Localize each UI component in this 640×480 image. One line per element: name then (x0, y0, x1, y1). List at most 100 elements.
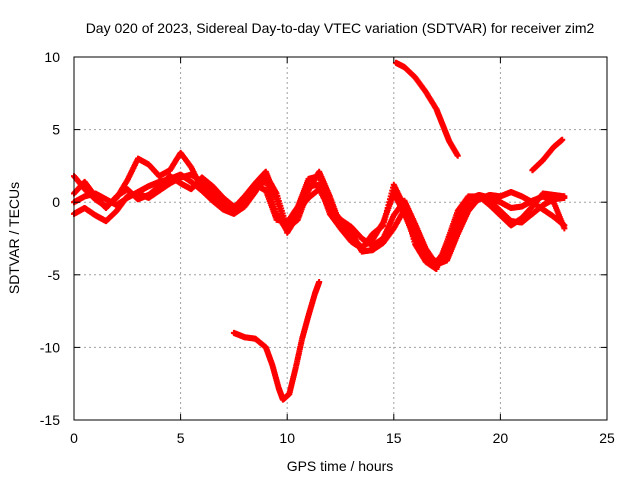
data-point (561, 193, 568, 200)
data-point-run (327, 211, 343, 231)
data-point-run (82, 179, 98, 199)
data-point-run (434, 246, 450, 264)
data-point-run (157, 180, 173, 194)
data-point-run (146, 183, 162, 198)
data-point-run (466, 196, 482, 210)
data-point-run (540, 144, 556, 163)
data-point-run (82, 205, 98, 218)
data-point-run (231, 204, 247, 217)
data-point-run (380, 213, 397, 240)
chart-title: Day 020 of 2023, Sidereal Day-to-day VTE… (86, 20, 595, 36)
data-point-run (252, 336, 269, 350)
data-point-run (293, 337, 305, 369)
data-point-run (519, 211, 535, 225)
data-point-run (455, 194, 471, 213)
x-tick-label: 0 (70, 430, 78, 446)
x-tick-label: 25 (599, 430, 615, 446)
data-point-run (551, 214, 567, 228)
data-point-run (284, 209, 301, 233)
data-point-run (242, 187, 258, 205)
data-point-run (167, 173, 183, 186)
data-point-run (380, 184, 397, 226)
data-point-run (210, 191, 226, 206)
data-point-run (178, 150, 194, 170)
data-point-run (412, 75, 429, 94)
data-point-run (263, 170, 279, 201)
data-point-run (455, 204, 471, 226)
data-point-run (210, 184, 226, 201)
axis-ticks: 0 5 10 15 20 25 -15 -10 -5 0 5 10 (40, 49, 615, 446)
data-point-run (242, 181, 258, 199)
data-point-run (103, 208, 119, 224)
data-point-run (338, 220, 354, 234)
data-point-run (402, 64, 418, 80)
data-point-run (338, 226, 354, 244)
data-point-run (167, 151, 183, 173)
y-tick-label: -10 (40, 339, 60, 355)
plot-frame (73, 56, 608, 421)
data-point-run (269, 363, 282, 390)
y-tick-label: -5 (48, 267, 61, 283)
y-axis-label: SDTVAR / TECUs (6, 182, 22, 294)
data-point-run (519, 204, 535, 221)
data-point-run (114, 194, 130, 213)
data-point-run (348, 229, 365, 254)
data-point (559, 136, 566, 143)
data-point-run (305, 292, 318, 317)
data-point-run (359, 232, 375, 251)
data-point-run (348, 224, 365, 241)
data-point-run (551, 137, 565, 150)
data-point-run (263, 179, 279, 215)
data-point-run (540, 206, 556, 220)
data-point-run (444, 210, 460, 243)
data-point-run (370, 240, 386, 253)
data-point-run (370, 236, 386, 249)
data-point-run (327, 207, 343, 225)
data-point-run (530, 157, 546, 173)
data-point (454, 152, 461, 159)
data-point-run (295, 195, 311, 213)
data-point-run (455, 209, 471, 236)
data-point-run (508, 215, 524, 228)
y-tick-label: 5 (52, 122, 60, 138)
data-point-run (146, 162, 162, 179)
x-tick-label: 20 (493, 430, 509, 446)
data-point-run (125, 157, 141, 182)
data-point-run (391, 183, 407, 208)
data-point-run (199, 188, 215, 204)
x-tick-label: 5 (177, 430, 185, 446)
y-tick-label: -15 (40, 412, 60, 428)
data-point-run (295, 177, 311, 208)
data-point-run (444, 222, 460, 250)
data-point-run (487, 198, 503, 214)
data-point-run (487, 202, 503, 218)
y-tick-label: 10 (44, 49, 60, 65)
data-point-run (444, 233, 460, 262)
data-point-run (189, 175, 205, 192)
data-point-run (103, 194, 119, 211)
data-point-run (299, 314, 312, 341)
series-arc-low (230, 279, 323, 403)
series-arc-high (392, 59, 566, 174)
series-track-4 (71, 173, 568, 265)
data-point-run (286, 366, 299, 395)
x-tick-label: 10 (279, 430, 295, 446)
data-point-run (252, 178, 269, 192)
data-point-run (125, 186, 141, 202)
data-point-run (380, 226, 397, 245)
data-point-run (530, 199, 546, 212)
data-point-run (402, 207, 418, 230)
grid (74, 57, 607, 420)
data-point-run (199, 175, 215, 189)
data-series (71, 59, 568, 403)
data-point-run (199, 179, 215, 196)
data-point-run (498, 208, 514, 224)
data-point-run (391, 207, 407, 230)
data-point-run (274, 212, 290, 233)
data-point-run (316, 187, 333, 212)
data-point-run (316, 170, 333, 198)
data-point-run (412, 242, 429, 264)
data-point (561, 222, 568, 229)
